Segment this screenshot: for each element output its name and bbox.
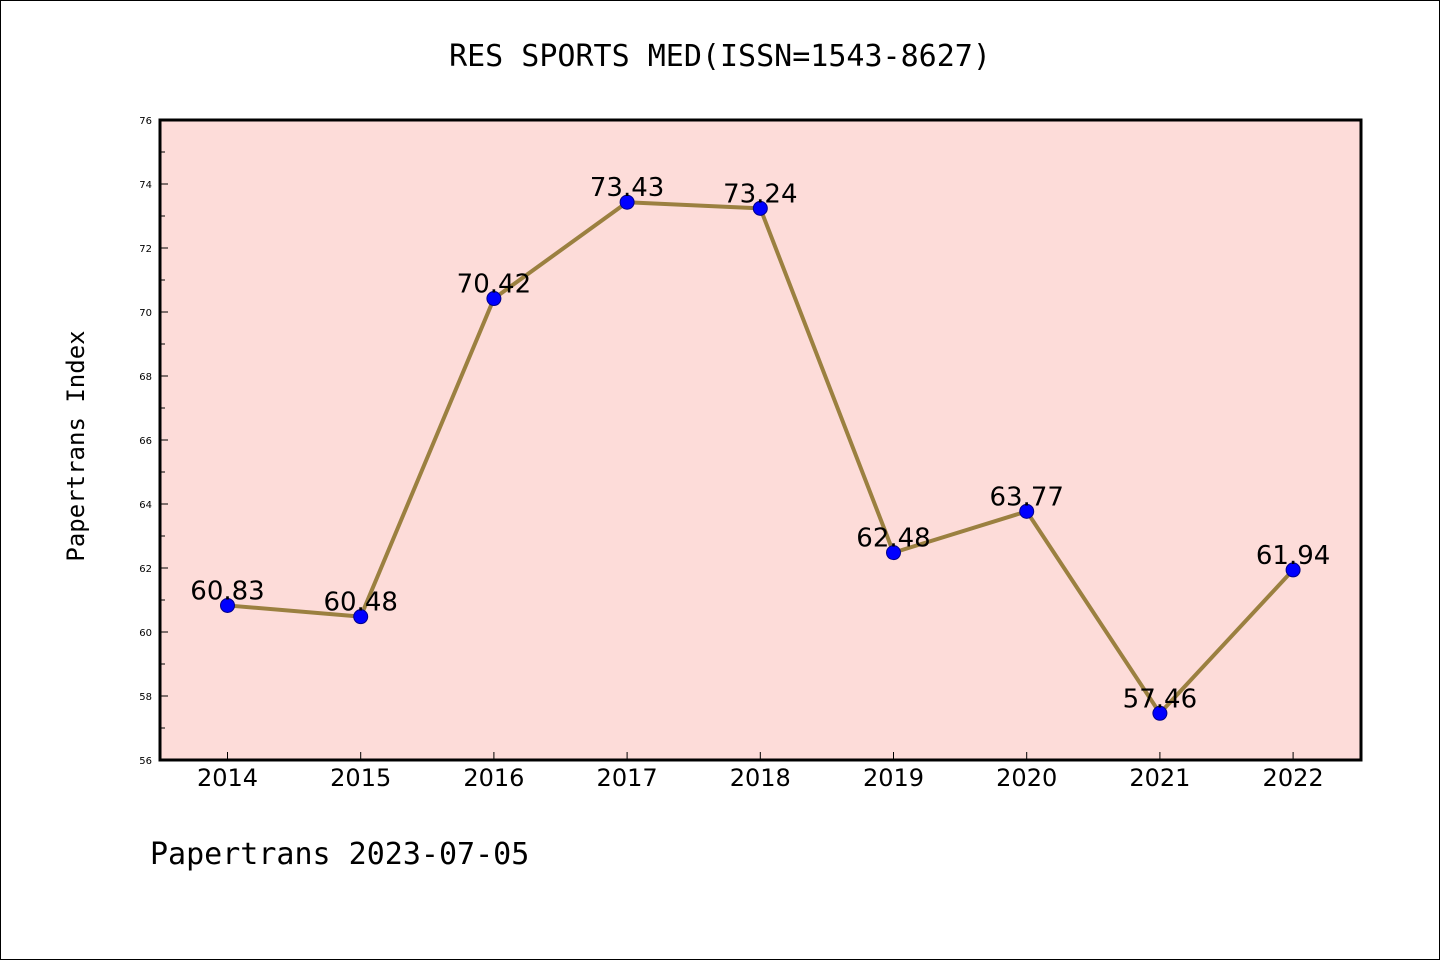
plot-border: [158, 118, 1363, 762]
data-value-label: 62.48: [856, 524, 930, 554]
data-value-label: 61.94: [1256, 541, 1330, 571]
y-tick-label: 60: [139, 628, 152, 639]
data-point-marker: [353, 609, 369, 625]
data-point-marker: [1019, 503, 1035, 519]
data-value-label: 73.43: [590, 173, 664, 203]
data-points: [220, 194, 1301, 721]
x-tick-label: 2016: [463, 764, 524, 792]
plot-area: [160, 120, 1361, 760]
data-point-marker: [752, 200, 768, 216]
x-tick-label: 2014: [197, 764, 258, 792]
x-tick-label: 2019: [863, 764, 924, 792]
data-point-marker: [486, 291, 502, 307]
data-value-label: 57.46: [1123, 684, 1197, 714]
data-point-marker: [220, 597, 235, 613]
y-tick-label: 70: [139, 308, 152, 319]
chart-title: RES SPORTS MED(ISSN=1543-8627): [449, 39, 991, 74]
data-point-marker: [1285, 562, 1301, 578]
data-point-marker: [1152, 705, 1168, 721]
y-tick-label: 72: [139, 244, 152, 255]
y-tick-label: 68: [139, 372, 152, 383]
y-tick-label: 62: [139, 564, 152, 575]
data-value-label: 73.24: [723, 179, 797, 209]
y-axis: 56 58 60 62 64 66 68 70 72 74 76: [139, 116, 168, 767]
x-axis: 2014 2015 2016 2017 2018 2019 2020 2021 2022: [197, 752, 1324, 792]
data-value-label: 60.83: [190, 576, 264, 606]
data-value-label: 63.77: [989, 482, 1063, 512]
x-tick-label: 2015: [330, 764, 391, 792]
data-value-label: 60.48: [323, 588, 397, 618]
y-tick-label: 58: [139, 692, 152, 703]
y-tick-label: 66: [139, 436, 152, 447]
footer-text: Papertrans 2023-07-05: [150, 837, 529, 872]
y-tick-label: 74: [139, 180, 152, 191]
y-tick-label: 64: [139, 500, 152, 511]
data-point-marker: [619, 194, 635, 210]
x-tick-label: 2017: [597, 764, 658, 792]
x-tick-label: 2022: [1263, 764, 1324, 792]
y-tick-label: 56: [139, 756, 152, 767]
x-tick-label: 2018: [730, 764, 791, 792]
y-axis-label: Papertrans Index: [62, 330, 90, 561]
y-tick-label: 76: [139, 116, 152, 127]
data-point-marker: [886, 545, 901, 561]
data-value-label: 70.42: [457, 270, 531, 300]
x-tick-label: 2020: [996, 764, 1057, 792]
data-labels: 60.83 60.48 70.42 73.43 73.24 62.48 63.77 57.46…: [190, 173, 1330, 714]
x-tick-label: 2021: [1129, 764, 1190, 792]
